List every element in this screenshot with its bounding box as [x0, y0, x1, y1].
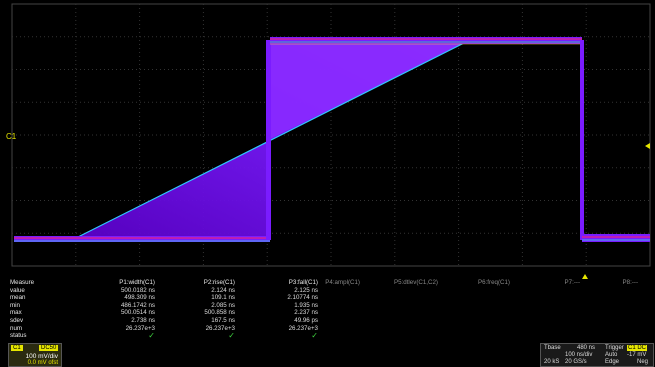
trigger-type: Edge [605, 359, 620, 365]
measure-column-header: P8:--- [622, 279, 638, 286]
measure-row-label: Measure [10, 279, 35, 286]
trace-high-level [270, 37, 582, 44]
vertical-offset: 0.0 mV ofst [27, 360, 58, 366]
measure-row-label: value [10, 286, 25, 294]
measure-row: sdev 2.738 ns 167.5 ns 49.96 ps [0, 317, 655, 324]
measure-value: 498.309 ns [124, 294, 155, 302]
measure-column-header: P3:fall(C1) [288, 279, 318, 286]
measure-row-label: num [10, 324, 23, 332]
measure-value: 486.1742 ns [120, 301, 155, 309]
waveform-display[interactable]: C1 [0, 0, 655, 268]
measure-row: min 486.1742 ns 2.085 ns 1.935 ns [0, 302, 655, 309]
measure-column-header: P6:freq(C1) [478, 279, 510, 286]
measure-header-row: Measure P1:width(C1) P2:rise(C1) P3:fall(C1… [0, 279, 655, 286]
channel-tag: C1 [11, 345, 23, 351]
coupling-tag: DC50 [39, 345, 59, 351]
measure-value: 167.5 ns [211, 317, 235, 324]
measure-value: 500.0182 ns [120, 286, 155, 294]
measure-value: 26.237e+3 [288, 324, 318, 332]
measure-value: 1.935 ns [294, 301, 318, 309]
measure-value: 2.124 ns [211, 286, 235, 294]
trigger-label: Trigger [605, 345, 624, 351]
vertical-scale: 100 mV/div [25, 353, 58, 360]
trigger-slope: Neg [637, 359, 649, 365]
trace-rising-edge [266, 40, 271, 240]
timebase-samples: 20 kS [544, 359, 560, 365]
measure-value: 49.96 ps [294, 317, 318, 324]
trigger-level-marker[interactable] [645, 143, 650, 149]
timebase-delay: 480 ns [577, 345, 596, 351]
measure-value: 26.237e+3 [125, 324, 155, 332]
measure-column-header: P4:ampl(C1) [325, 279, 360, 286]
trigger-mode: Auto [605, 352, 618, 358]
measure-column-header: P7:--- [564, 279, 580, 286]
trigger-position-marker[interactable] [582, 274, 588, 279]
measure-status-check: ✓ [228, 331, 235, 341]
measure-row: mean 498.309 ns 109.1 ns 2.10774 ns [0, 294, 655, 301]
waveform-grid [11, 3, 651, 267]
timebase-label: Tbase [544, 345, 561, 351]
channel-marker-label: C1 [6, 132, 17, 141]
timebase-rate: 20 GS/s [565, 359, 587, 365]
measure-row-label: sdev [10, 317, 24, 324]
measure-column-header: P1:width(C1) [119, 279, 155, 286]
trigger-tags: C1 DC [627, 345, 648, 351]
measure-row: max 500.0514 ns 500.858 ns 2.237 ns [0, 309, 655, 316]
measure-table: Measure P1:width(C1) P2:rise(C1) P3:fall(C1… [0, 279, 655, 341]
trigger-level: -17 mV [627, 352, 647, 358]
measure-value: 2.237 ns [294, 309, 318, 317]
measure-row: value 500.0182 ns 2.124 ns 2.125 ns [0, 287, 655, 294]
trace-low-level-right [582, 234, 650, 242]
timebase-trigger-box[interactable]: Tbase 480 ns 100 ns/div 20 kS 20 GS/s Tr… [540, 343, 654, 367]
measure-value: 500.0514 ns [120, 309, 155, 317]
trace-falling-edge [580, 40, 584, 240]
timebase-hdiv: 100 ns/div [565, 352, 593, 358]
measure-value: 2.085 ns [211, 301, 235, 309]
measure-value: 500.858 ns [204, 309, 235, 317]
measure-status-check: ✓ [148, 331, 155, 341]
measure-value: 2.125 ns [294, 286, 318, 294]
measure-value: 109.1 ns [211, 294, 235, 302]
measure-row: num 26.237e+3 26.237e+3 26.237e+3 [0, 325, 655, 332]
trace-low-level-left [14, 236, 270, 242]
measure-column-header: P2:rise(C1) [203, 279, 235, 286]
measure-row-label: min [10, 301, 20, 309]
measure-row-label: max [10, 309, 22, 317]
measure-value: 26.237e+3 [205, 324, 235, 332]
measure-column-header: P5:dtlev(C1,C2) [393, 279, 438, 286]
measure-row-label: mean [10, 294, 26, 302]
measure-row-label: status [10, 332, 27, 340]
measure-value: 2.10774 ns [287, 294, 318, 302]
measure-value: 2.738 ns [131, 317, 155, 324]
channel-descriptor-box[interactable]: C1 DC50 100 mV/div 0.0 mV ofst [8, 343, 62, 367]
measure-status-check: ✓ [311, 331, 318, 341]
measure-row: status ✓ ✓ ✓ [0, 331, 655, 341]
